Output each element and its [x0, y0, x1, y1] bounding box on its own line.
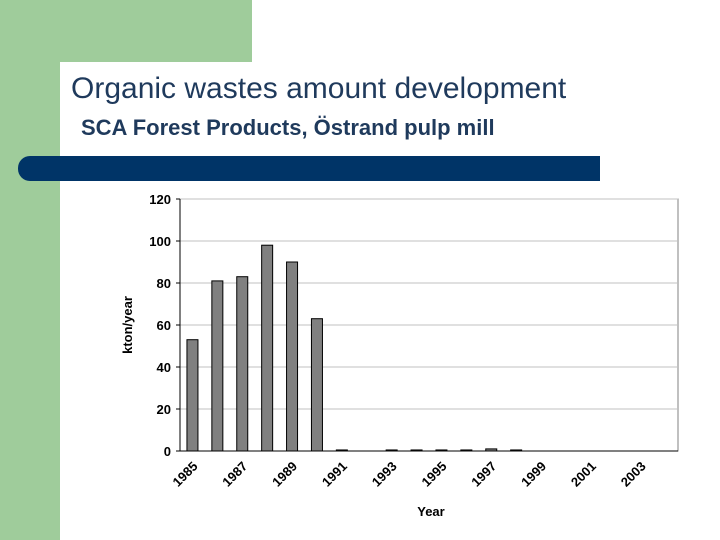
x-tick-label: 1989	[269, 459, 300, 490]
bar-1987	[236, 276, 249, 452]
bar-1996	[460, 449, 473, 452]
y-tick-label: 0	[164, 444, 171, 459]
x-tick-label: 2001	[568, 459, 599, 490]
green-side-band	[0, 0, 60, 540]
x-tick-label: 1999	[518, 459, 549, 490]
bar-1998	[510, 449, 523, 452]
x-tick-label: 1991	[319, 459, 350, 490]
bar-1994	[410, 449, 423, 452]
y-tick-label: 100	[149, 234, 171, 249]
x-tick-label: 1993	[369, 459, 400, 490]
y-axis-title: kton/year	[120, 296, 135, 354]
y-tick-label: 20	[157, 402, 171, 417]
bar-1989	[286, 261, 299, 452]
bar-1991	[335, 449, 348, 452]
y-tick-label: 80	[157, 276, 171, 291]
x-tick-label: 1997	[468, 459, 499, 490]
y-tick-label: 120	[149, 192, 171, 207]
bar-1990	[310, 318, 323, 452]
bar-1997	[485, 448, 498, 452]
bar-1993	[385, 449, 398, 452]
slide-subtitle: SCA Forest Products, Östrand pulp mill	[81, 115, 495, 140]
y-tick-label: 40	[157, 360, 171, 375]
bar-1986	[211, 280, 224, 452]
bar-1995	[435, 449, 448, 452]
x-axis-title: Year	[417, 504, 444, 519]
x-tick-label: 1985	[170, 459, 201, 490]
title-underline-bar	[18, 156, 600, 181]
slide-title: Organic wastes amount development	[71, 72, 567, 105]
x-tick-label: 1995	[419, 459, 450, 490]
x-tick-label: 1987	[219, 459, 250, 490]
y-tick-label: 60	[157, 318, 171, 333]
bar-1985	[186, 339, 199, 452]
x-tick-label: 2003	[618, 459, 649, 490]
bar-1988	[261, 244, 274, 452]
